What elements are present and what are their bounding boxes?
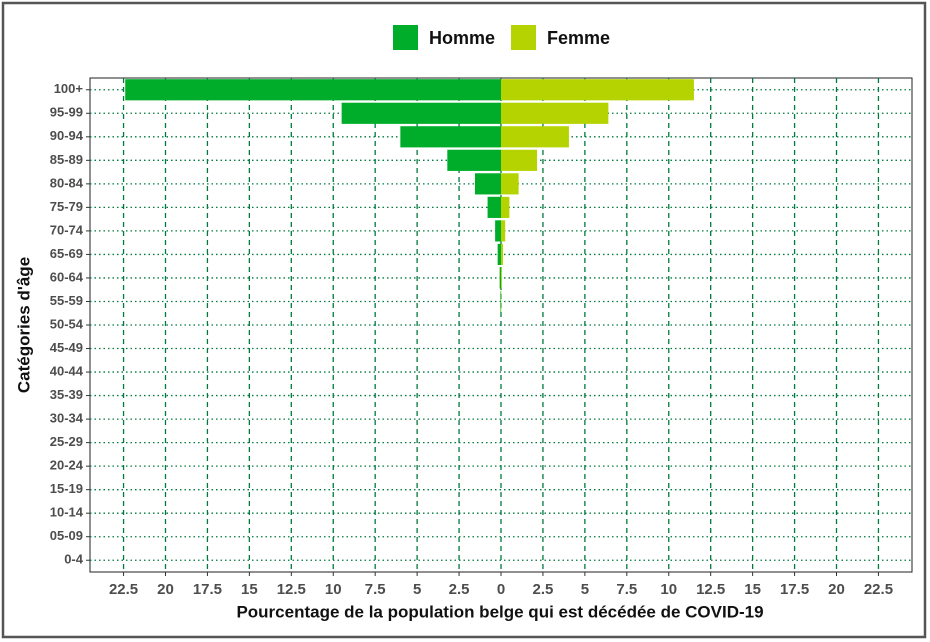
y-tick-label: 40-44 xyxy=(50,363,84,378)
y-tick-label: 45-49 xyxy=(50,340,83,355)
y-tick-label: 05-09 xyxy=(50,528,83,543)
bar xyxy=(501,102,609,124)
bar xyxy=(501,79,694,101)
y-tick-label: 35-39 xyxy=(50,387,83,402)
bar xyxy=(495,220,501,242)
y-tick-label: 10-14 xyxy=(50,505,84,520)
x-tick-label: 20 xyxy=(828,581,845,598)
x-tick-label: 17.5 xyxy=(193,581,222,598)
y-tick-label: 70-74 xyxy=(50,222,84,237)
bar xyxy=(400,126,501,148)
x-tick-label: 10 xyxy=(660,581,677,598)
x-tick-label: 15 xyxy=(241,581,258,598)
legend-swatch xyxy=(511,25,537,50)
bar xyxy=(500,290,501,313)
x-tick-label: 5 xyxy=(413,581,421,598)
legend-label: Homme xyxy=(429,28,495,48)
x-tick-label: 10 xyxy=(325,581,342,598)
x-tick-label: 15 xyxy=(744,581,761,598)
y-tick-label: 55-59 xyxy=(50,293,83,308)
legend-swatch xyxy=(393,25,418,50)
x-tick-label: 2.5 xyxy=(449,581,470,598)
legend-label: Femme xyxy=(547,28,610,48)
bar xyxy=(474,173,501,195)
y-tick-label: 15-19 xyxy=(50,481,83,496)
y-axis-title: Catégories d'âge xyxy=(14,257,33,393)
x-tick-label: 17.5 xyxy=(780,581,809,598)
bar xyxy=(447,149,501,171)
y-tick-label: 80-84 xyxy=(50,175,84,190)
x-tick-label: 7.5 xyxy=(365,581,386,598)
y-tick-label: 85-89 xyxy=(50,152,83,167)
bar xyxy=(497,243,501,266)
y-tick-label: 20-24 xyxy=(50,458,84,473)
y-tick-label: 60-64 xyxy=(50,269,84,284)
x-tick-label: 22.5 xyxy=(864,581,893,598)
y-tick-label: 95-99 xyxy=(50,105,83,120)
y-tick-label: 25-29 xyxy=(50,434,83,449)
bar xyxy=(501,126,569,148)
x-tick-label: 5 xyxy=(581,581,589,598)
x-tick-label: 0 xyxy=(497,581,505,598)
bar xyxy=(341,102,501,124)
x-tick-label: 22.5 xyxy=(109,581,138,598)
bar xyxy=(501,267,502,289)
x-tick-label: 12.5 xyxy=(277,581,306,598)
x-axis-title: Pourcentage de la population belge qui e… xyxy=(236,602,763,621)
x-tick-label: 20 xyxy=(157,581,174,598)
y-tick-label: 100+ xyxy=(54,81,84,96)
bar xyxy=(501,149,538,171)
bar xyxy=(487,196,501,218)
y-tick-label: 0-4 xyxy=(64,552,84,567)
y-tick-label: 75-79 xyxy=(50,199,83,214)
bar xyxy=(501,173,519,195)
y-tick-label: 50-54 xyxy=(50,316,84,331)
bar xyxy=(501,220,506,242)
bar xyxy=(499,267,501,289)
bar xyxy=(501,243,504,266)
x-tick-label: 12.5 xyxy=(696,581,725,598)
y-tick-label: 90-94 xyxy=(50,128,84,143)
x-tick-label: 2.5 xyxy=(533,581,554,598)
y-tick-label: 30-34 xyxy=(50,411,84,426)
x-tick-label: 7.5 xyxy=(616,581,637,598)
y-tick-label: 65-69 xyxy=(50,246,83,261)
bar xyxy=(501,196,510,218)
bar xyxy=(125,79,501,101)
